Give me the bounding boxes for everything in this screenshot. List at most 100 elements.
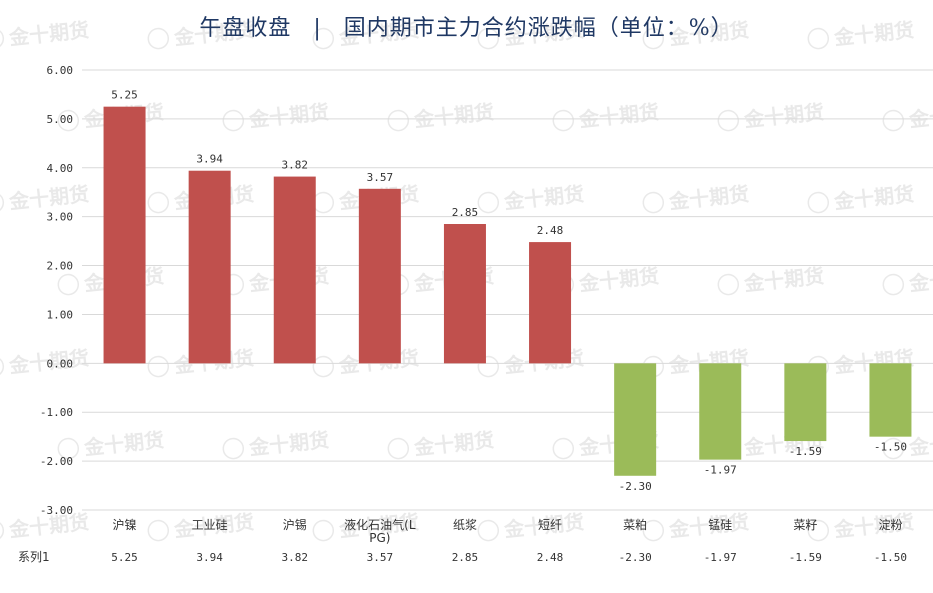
category-label: 锰硅 <box>708 517 732 532</box>
watermark-text: 金十期货 <box>337 18 420 50</box>
watermark-text: 金十期货 <box>172 18 255 50</box>
watermark-icon <box>882 437 905 460</box>
watermark-icon <box>642 519 665 542</box>
table-series-name: 系列1 <box>18 550 50 564</box>
watermark-icon <box>387 109 410 132</box>
table-cell: 2.48 <box>537 551 564 564</box>
table-cell: 3.82 <box>282 551 309 564</box>
bar-2 <box>188 170 231 364</box>
watermark-text: 金十期货 <box>832 510 915 542</box>
y-axis: 6.00 5.00 4.00 3.00 2.00 1.00 0.00 -1.00 -2.00 -3… <box>40 64 73 517</box>
category-label: 沪锡 <box>283 517 307 532</box>
watermark-icon <box>807 519 830 542</box>
bar-10 <box>869 363 912 437</box>
bar-7 <box>614 363 657 476</box>
table-cell: -1.59 <box>789 551 822 564</box>
watermark: 金十期货 <box>807 18 915 50</box>
y-tick-label: 2.00 <box>47 260 74 273</box>
table-cell: 5.25 <box>111 551 138 564</box>
bar-6 <box>529 242 572 364</box>
watermark: 金十期货 <box>0 182 90 214</box>
data-label: -1.59 <box>789 445 822 458</box>
watermark-icon <box>717 109 740 132</box>
watermark-text: 金十期货 <box>247 428 330 460</box>
watermark-icon <box>147 27 170 50</box>
category-label: 菜籽 <box>793 518 817 532</box>
category-label: 菜粕 <box>623 517 647 532</box>
watermark-icon <box>552 437 575 460</box>
bar-9 <box>784 363 827 442</box>
data-label: 2.48 <box>537 224 564 237</box>
category-label: 短纤 <box>538 518 562 532</box>
data-label: 3.57 <box>367 171 394 184</box>
watermark-icon <box>57 273 80 296</box>
bar-5 <box>443 224 486 364</box>
table-cell: 3.94 <box>196 551 223 564</box>
watermark-icon <box>312 355 335 378</box>
watermark-icon <box>57 437 80 460</box>
watermark: 金十期货 <box>807 182 915 214</box>
watermark: 金十期货 <box>477 182 585 214</box>
title-separator: | <box>313 16 322 41</box>
watermark-text: 金十期货 <box>907 100 933 132</box>
watermark-icon <box>387 437 410 460</box>
watermark: 金十期货 <box>312 18 420 50</box>
watermark-icon <box>312 27 335 50</box>
watermark-icon <box>147 355 170 378</box>
watermark-icon <box>477 191 500 214</box>
watermark-icon <box>0 27 5 50</box>
data-label: 5.25 <box>111 89 138 102</box>
watermark-text: 金十期货 <box>247 100 330 132</box>
watermark: 金十期货 <box>642 510 750 542</box>
watermark-text: 金十期货 <box>742 100 825 132</box>
watermark-text: 金十期货 <box>667 182 750 214</box>
bar-8 <box>699 363 742 460</box>
watermark: 金十期货 <box>0 18 90 50</box>
category-label: 沪镍 <box>113 518 137 532</box>
category-labels: 沪镍 工业硅 沪锡 液化石油气(LPG) 纸浆 短纤 菜粕 锰硅 菜籽 淀粉 <box>113 517 903 545</box>
watermark-icon <box>57 109 80 132</box>
watermark-text: 金十期货 <box>7 182 90 214</box>
watermark-icon <box>477 519 500 542</box>
table-cell: -1.50 <box>874 551 907 564</box>
watermark: 金十期货 <box>0 346 90 378</box>
watermark-icon <box>0 191 5 214</box>
watermark-text: 金十期货 <box>502 18 585 50</box>
bar-3 <box>273 176 316 364</box>
bar-1 <box>103 106 146 364</box>
table-cell: -2.30 <box>619 551 652 564</box>
watermark-text: 金十期货 <box>7 18 90 50</box>
watermark-text: 金十期货 <box>832 182 915 214</box>
category-label: 工业硅 <box>192 518 228 532</box>
watermark-icon <box>882 273 905 296</box>
y-tick-label: -3.00 <box>40 504 73 517</box>
watermark-icon <box>642 27 665 50</box>
chart-title: 午盘收盘 | 国内期市主力合约涨跌幅（单位：%） <box>0 10 933 42</box>
watermark-icon <box>882 109 905 132</box>
data-label: 2.85 <box>452 206 479 219</box>
y-tick-label: 0.00 <box>47 357 74 370</box>
bar-4 <box>358 188 401 364</box>
watermark-text: 金十期货 <box>832 18 915 50</box>
watermark: 金十期货 <box>882 264 933 296</box>
watermark: 金十期货 <box>552 100 660 132</box>
category-label: 纸浆 <box>453 517 477 532</box>
title-right: 国内期市主力合约涨跌幅（单位：%） <box>343 16 734 41</box>
data-label: -1.97 <box>704 464 737 477</box>
data-table: 系列1 5.25 3.94 3.82 3.57 2.85 2.48 -2.30 -1.97 -1.… <box>18 550 907 564</box>
category-label: 淀粉 <box>878 518 902 532</box>
table-cell: 3.57 <box>367 551 394 564</box>
watermark: 金十期货 <box>222 428 330 460</box>
table-cell: -1.97 <box>704 551 737 564</box>
data-label: -1.50 <box>874 441 907 454</box>
watermark: 金十期货 <box>57 428 165 460</box>
bars <box>103 106 912 476</box>
y-tick-label: -2.00 <box>40 455 73 468</box>
watermark-text: 金十期货 <box>82 428 165 460</box>
category-label: PG) <box>369 531 390 545</box>
watermark-icon <box>147 191 170 214</box>
watermark-text: 金十期货 <box>412 100 495 132</box>
data-labels: 5.25 3.94 3.82 3.57 2.85 2.48 -2.30 -1.97 -1.59 -… <box>111 89 907 493</box>
watermark-text: 金十期货 <box>907 264 933 296</box>
